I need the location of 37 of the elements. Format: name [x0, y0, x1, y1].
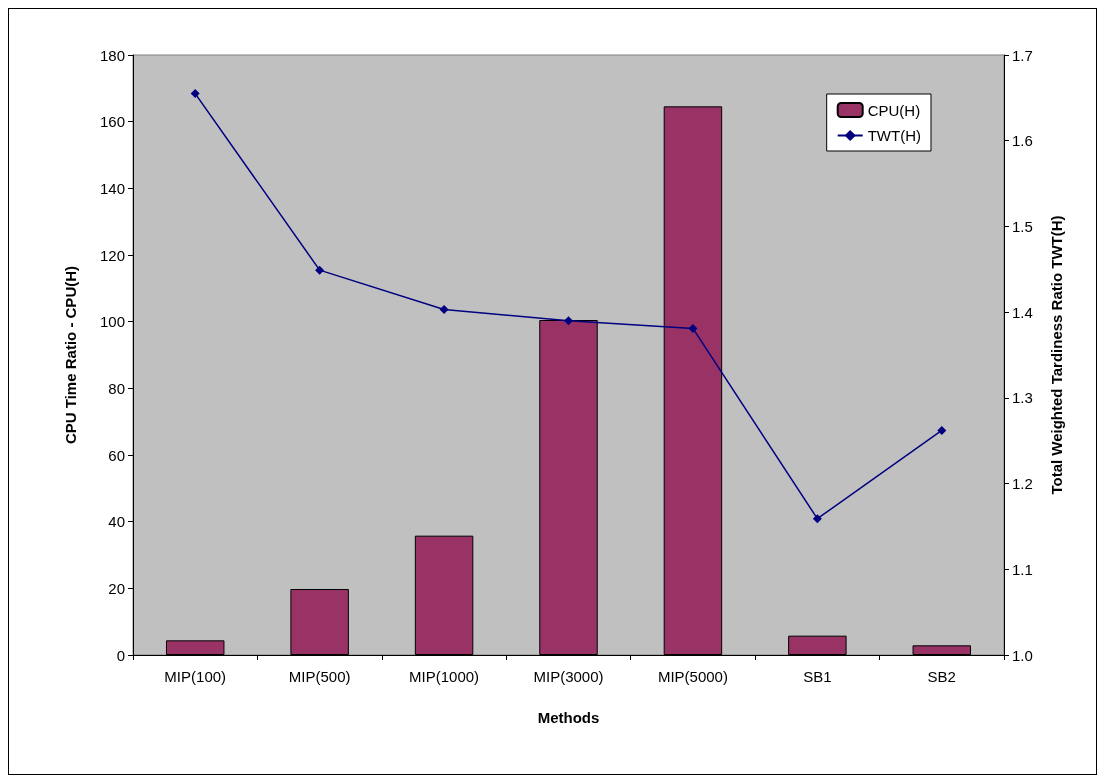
y-tick-label: 180	[99, 46, 125, 64]
y2-tick-label: 1.3	[1012, 389, 1033, 407]
y2-tick-label: 1.7	[1012, 46, 1033, 64]
point	[688, 323, 698, 333]
y-tick-label: 100	[99, 313, 125, 331]
x-tick-label: MIP(1000)	[409, 668, 480, 685]
y2-tick-label: 1.2	[1012, 475, 1033, 493]
point	[190, 89, 200, 99]
x-axis-title: Methods	[537, 709, 600, 726]
y-tick-label: 120	[99, 246, 125, 264]
legend-label: TWT(H)	[867, 127, 922, 144]
y-tick-label: 160	[99, 113, 125, 131]
y2-tick-label: 1.1	[1012, 560, 1033, 578]
y-tick-label: 140	[99, 179, 125, 197]
y-tick-label: 80	[108, 379, 125, 397]
y2-tick-label: 1.0	[1012, 646, 1033, 664]
y-axis-title: CPU Time Ratio - CPU(H)	[62, 265, 79, 445]
point	[439, 305, 449, 315]
x-tick-label: MIP(500)	[288, 668, 351, 685]
x-tick-label: MIP(5000)	[657, 668, 728, 685]
x-tick-label: MIP(3000)	[533, 668, 604, 685]
x-tick-label: MIP(100)	[164, 668, 227, 685]
point	[564, 316, 573, 326]
y-tick-label: 20	[108, 579, 125, 597]
y2-tick-label: 1.6	[1012, 132, 1033, 150]
y2-tick-label: 1.4	[1012, 303, 1033, 321]
point	[315, 265, 325, 275]
y-tick-label: 0	[116, 646, 125, 664]
y-tick-label: 60	[108, 446, 125, 464]
x-tick-label: SB1	[803, 668, 832, 685]
y2-axis-title: Total Weighted Tardiness Ratio TWT(H)	[1048, 215, 1065, 495]
y-tick-label: 40	[108, 513, 125, 531]
y2-tick-label: 1.5	[1012, 217, 1033, 235]
point	[812, 514, 822, 524]
point	[937, 425, 947, 435]
legend-label: CPU(H)	[867, 101, 921, 119]
x-tick-label: SB2	[927, 668, 956, 685]
